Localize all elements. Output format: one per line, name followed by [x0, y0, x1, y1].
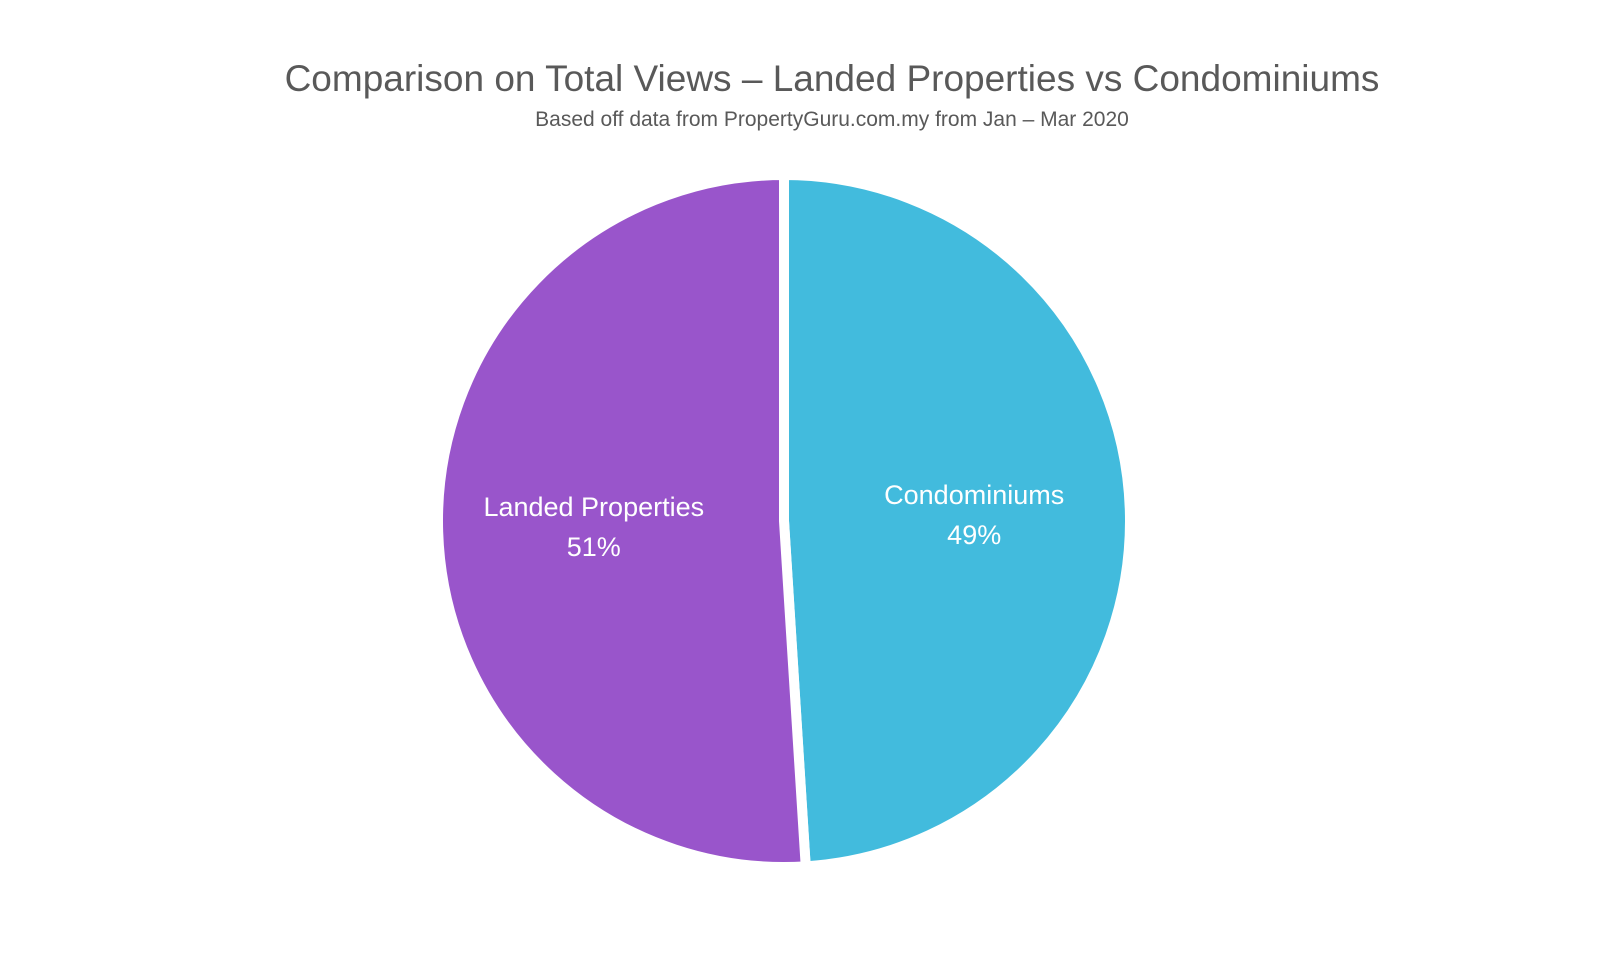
slice-category-label: Condominiums — [884, 480, 1064, 510]
chart-subtitle: Based off data from PropertyGuru.com.my … — [535, 108, 1129, 131]
slice-percent-label: 51% — [567, 532, 621, 562]
slice-percent-label: 49% — [947, 520, 1001, 550]
slice-category-label: Landed Properties — [483, 492, 704, 522]
pie-slice-landed-properties — [433, 170, 811, 872]
chart-title: Comparison on Total Views – Landed Prope… — [284, 58, 1380, 99]
pie-slice-condominiums — [779, 170, 1135, 872]
